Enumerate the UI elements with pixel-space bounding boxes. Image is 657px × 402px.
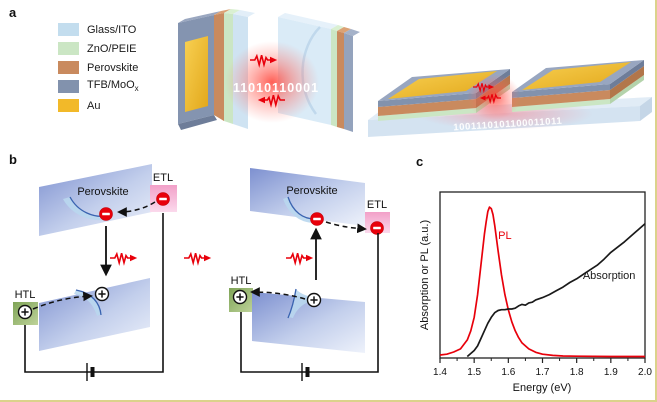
hole-icon (232, 289, 248, 305)
etl-label: ETL (153, 172, 173, 184)
legend-item-perovskite: Perovskite (58, 61, 139, 74)
hole-icon (17, 304, 33, 320)
zno-peie-swatch (58, 42, 79, 55)
electron-injection-arrow (117, 201, 156, 217)
legend-item-au: Au (58, 99, 139, 112)
panel-b-label: b (9, 152, 17, 167)
electron-icon (310, 212, 324, 226)
battery-icon (301, 363, 310, 381)
facing-link-binary-data: 11010110001 (233, 81, 319, 95)
glass-ito-swatch (58, 23, 79, 36)
hole-icon (306, 292, 322, 308)
x-tick-label: 1.9 (604, 367, 618, 378)
legend-label: ZnO/PEIE (87, 42, 137, 55)
x-tick-label: 1.4 (433, 367, 447, 378)
y-axis-label: Absorption or PL (a.u.) (419, 220, 431, 330)
photon-arrow-icon (109, 252, 138, 264)
htl-label: HTL (15, 289, 36, 301)
au-pad (388, 71, 497, 99)
facing-device-pair-illustration: 11010110001 (178, 9, 360, 132)
legend-label: TFB/MoOx (87, 79, 139, 94)
electron-icon (370, 221, 384, 235)
x-tick-label: 1.5 (467, 367, 481, 378)
emitter-device (178, 9, 255, 130)
hole-extraction-arrow (250, 287, 306, 300)
legend-label: Glass/ITO (87, 23, 137, 36)
lateral-device-pair-illustration: 1001110101100011011 (368, 60, 652, 137)
optical-link-glow (225, 41, 319, 123)
au-swatch (58, 99, 79, 112)
lateral-link-glow (467, 74, 521, 120)
carrier-funnel-curve (287, 288, 297, 319)
perovskite-label: Perovskite (286, 185, 337, 197)
band-diagram-detector: Perovskite ETL HTL (229, 168, 390, 381)
legend-item-glass-ito: Glass/ITO (58, 23, 139, 36)
au-pad (522, 62, 631, 90)
electron-extraction-arrow (325, 221, 367, 234)
carrier-funnel-curve (75, 289, 102, 316)
htl-label: HTL (231, 275, 252, 287)
panel-a-label: a (9, 5, 17, 20)
photon-arrow-icon (183, 252, 212, 264)
valence-band (252, 292, 365, 353)
x-tick-label: 1.7 (536, 367, 550, 378)
battery-icon (86, 363, 95, 381)
valence-band (39, 278, 150, 351)
legend-label: Perovskite (87, 61, 139, 74)
perovskite-label: Perovskite (77, 186, 128, 198)
curve-absorption (466, 223, 646, 358)
electron-icon (156, 192, 170, 206)
lateral-device-right (512, 60, 644, 112)
absorption-pl-chart: 1.4 1.5 1.6 1.7 1.8 1.9 2.0 PL Absorption Energy… (419, 191, 652, 394)
au-pad (185, 36, 208, 112)
band-diagram-emitter: Perovskite ETL HTL (13, 164, 177, 381)
perovskite-swatch (58, 61, 79, 74)
x-tick-label: 2.0 (638, 367, 652, 378)
conduction-band (250, 168, 365, 226)
x-tick-label: 1.8 (570, 367, 584, 378)
curve-pl (439, 206, 645, 358)
legend-item-tfb-moox: TFB/MoOx (58, 79, 139, 94)
photon-arrow-icon (285, 252, 315, 264)
conduction-band (39, 164, 152, 236)
electron-icon (99, 207, 113, 221)
device-layer-legend: Glass/ITO ZnO/PEIE Perovskite TFB/MoOx A… (58, 23, 139, 118)
hole-icon (94, 286, 110, 302)
hole-injection-arrow (32, 291, 93, 310)
etl-label: ETL (367, 199, 387, 211)
legend-item-zno-peie: ZnO/PEIE (58, 42, 139, 55)
chart-layer: 1.4 1.5 1.6 1.7 1.8 1.9 2.0 PL Absorption (433, 206, 652, 378)
x-axis-label: Energy (eV) (513, 382, 572, 394)
panel-c-label: c (416, 154, 424, 169)
x-tick-label: 1.6 (501, 367, 515, 378)
tfb-moox-swatch (58, 80, 79, 93)
series-label-pl: PL (498, 230, 511, 242)
series-label-absorption: Absorption (583, 270, 636, 282)
legend-label: Au (87, 99, 101, 112)
